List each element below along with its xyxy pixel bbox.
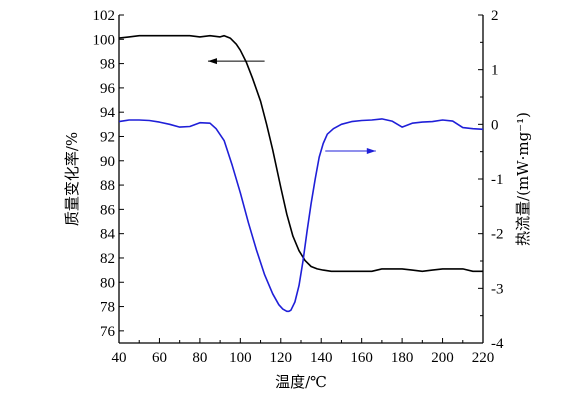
x-tick-label: 220 — [472, 350, 495, 366]
x-tick-label: 100 — [229, 350, 252, 366]
y-axis-right-label: 热流量/(mW·mg⁻¹) — [514, 112, 532, 246]
y-right-tick-label: 2 — [491, 8, 499, 24]
y-left-tick-label: 90 — [100, 154, 115, 170]
y-right-tick-label: -3 — [491, 281, 504, 297]
y-left-tick-label: 98 — [100, 57, 115, 73]
x-tick-label: 60 — [152, 350, 167, 366]
x-tick-label: 80 — [192, 350, 207, 366]
y-left-tick-label: 96 — [100, 81, 116, 97]
y-right-tick-label: -1 — [491, 172, 504, 188]
x-tick-label: 160 — [350, 350, 373, 366]
x-tick-label: 180 — [391, 350, 414, 366]
ticks-group: 40 60 80 100 120 140 160 180 200 2207678808284868… — [93, 8, 504, 366]
annotations-group — [207, 58, 376, 155]
x-tick-label: 140 — [310, 350, 333, 366]
y-right-tick-label: -2 — [491, 227, 504, 243]
y-left-tick-label: 76 — [100, 324, 116, 340]
x-tick-label: 40 — [112, 350, 127, 366]
y-left-tick-label: 88 — [100, 178, 115, 194]
y-left-tick-label: 86 — [100, 202, 116, 218]
y-left-tick-label: 100 — [93, 32, 116, 48]
y-left-tick-label: 82 — [100, 251, 115, 267]
axes-group — [118, 15, 484, 344]
y-left-tick-label: 92 — [100, 129, 115, 145]
mass-change-line — [118, 34, 483, 273]
arrow-to-left-axis — [207, 58, 265, 65]
series-group — [118, 34, 484, 313]
arrow-to-right-axis-head — [366, 148, 376, 155]
y-right-tick-label: -4 — [491, 336, 504, 352]
arrow-to-right-axis — [325, 148, 376, 155]
arrow-to-left-axis-head — [207, 58, 217, 65]
y-right-tick-label: 1 — [491, 63, 499, 79]
y-left-tick-label: 94 — [100, 105, 116, 121]
y-left-tick-label: 84 — [100, 227, 116, 243]
x-tick-label: 120 — [270, 350, 293, 366]
y-left-tick-label: 102 — [93, 8, 116, 24]
y-right-tick-label: 0 — [491, 117, 499, 133]
y-left-tick-label: 78 — [100, 300, 115, 316]
y-left-tick-label: 80 — [100, 275, 115, 291]
x-tick-label: 200 — [431, 350, 454, 366]
y-axis-left-label: 质量变化率/% — [63, 132, 81, 226]
heat-flow-line — [118, 118, 484, 313]
x-axis-label: 温度/℃ — [275, 373, 327, 391]
